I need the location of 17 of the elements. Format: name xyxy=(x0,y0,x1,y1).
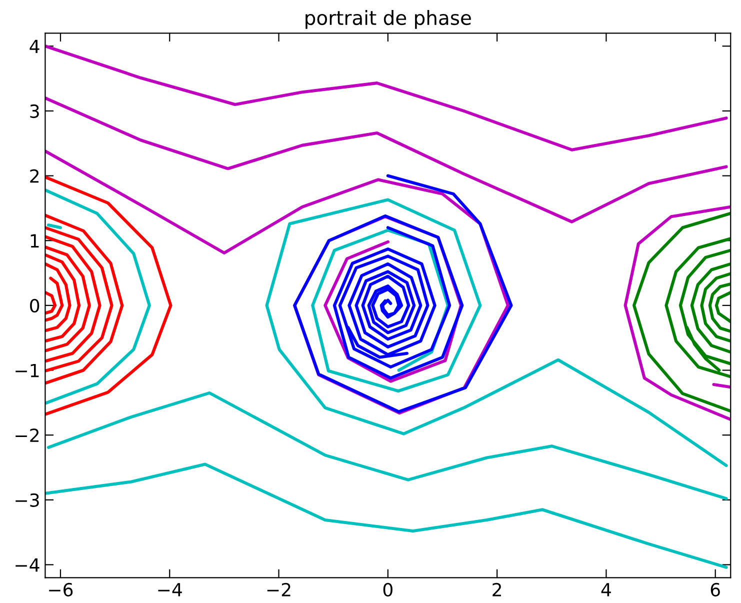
y-tick-label: 3 xyxy=(30,104,39,118)
x-tick-label: 4 xyxy=(601,583,611,596)
y-tick-label: 4 xyxy=(30,40,40,53)
y-tick-label: −3 xyxy=(16,493,39,508)
y-tick-label: −1 xyxy=(16,364,39,378)
x-tick-label: −4 xyxy=(158,583,182,596)
chart-title: portrait de phase xyxy=(306,10,471,29)
x-tick-label: 0 xyxy=(383,582,392,597)
y-tick-label: −2 xyxy=(16,428,39,442)
x-tick-label: −6 xyxy=(49,582,73,597)
y-tick-label: 0 xyxy=(30,298,40,313)
y-tick-label: 2 xyxy=(30,169,39,183)
x-tick-label: −2 xyxy=(267,582,290,596)
y-tick-label: −4 xyxy=(16,558,40,572)
x-tick-label: 6 xyxy=(710,582,720,597)
y-tick-label: 1 xyxy=(30,234,39,248)
x-tick-label: 2 xyxy=(492,582,501,596)
